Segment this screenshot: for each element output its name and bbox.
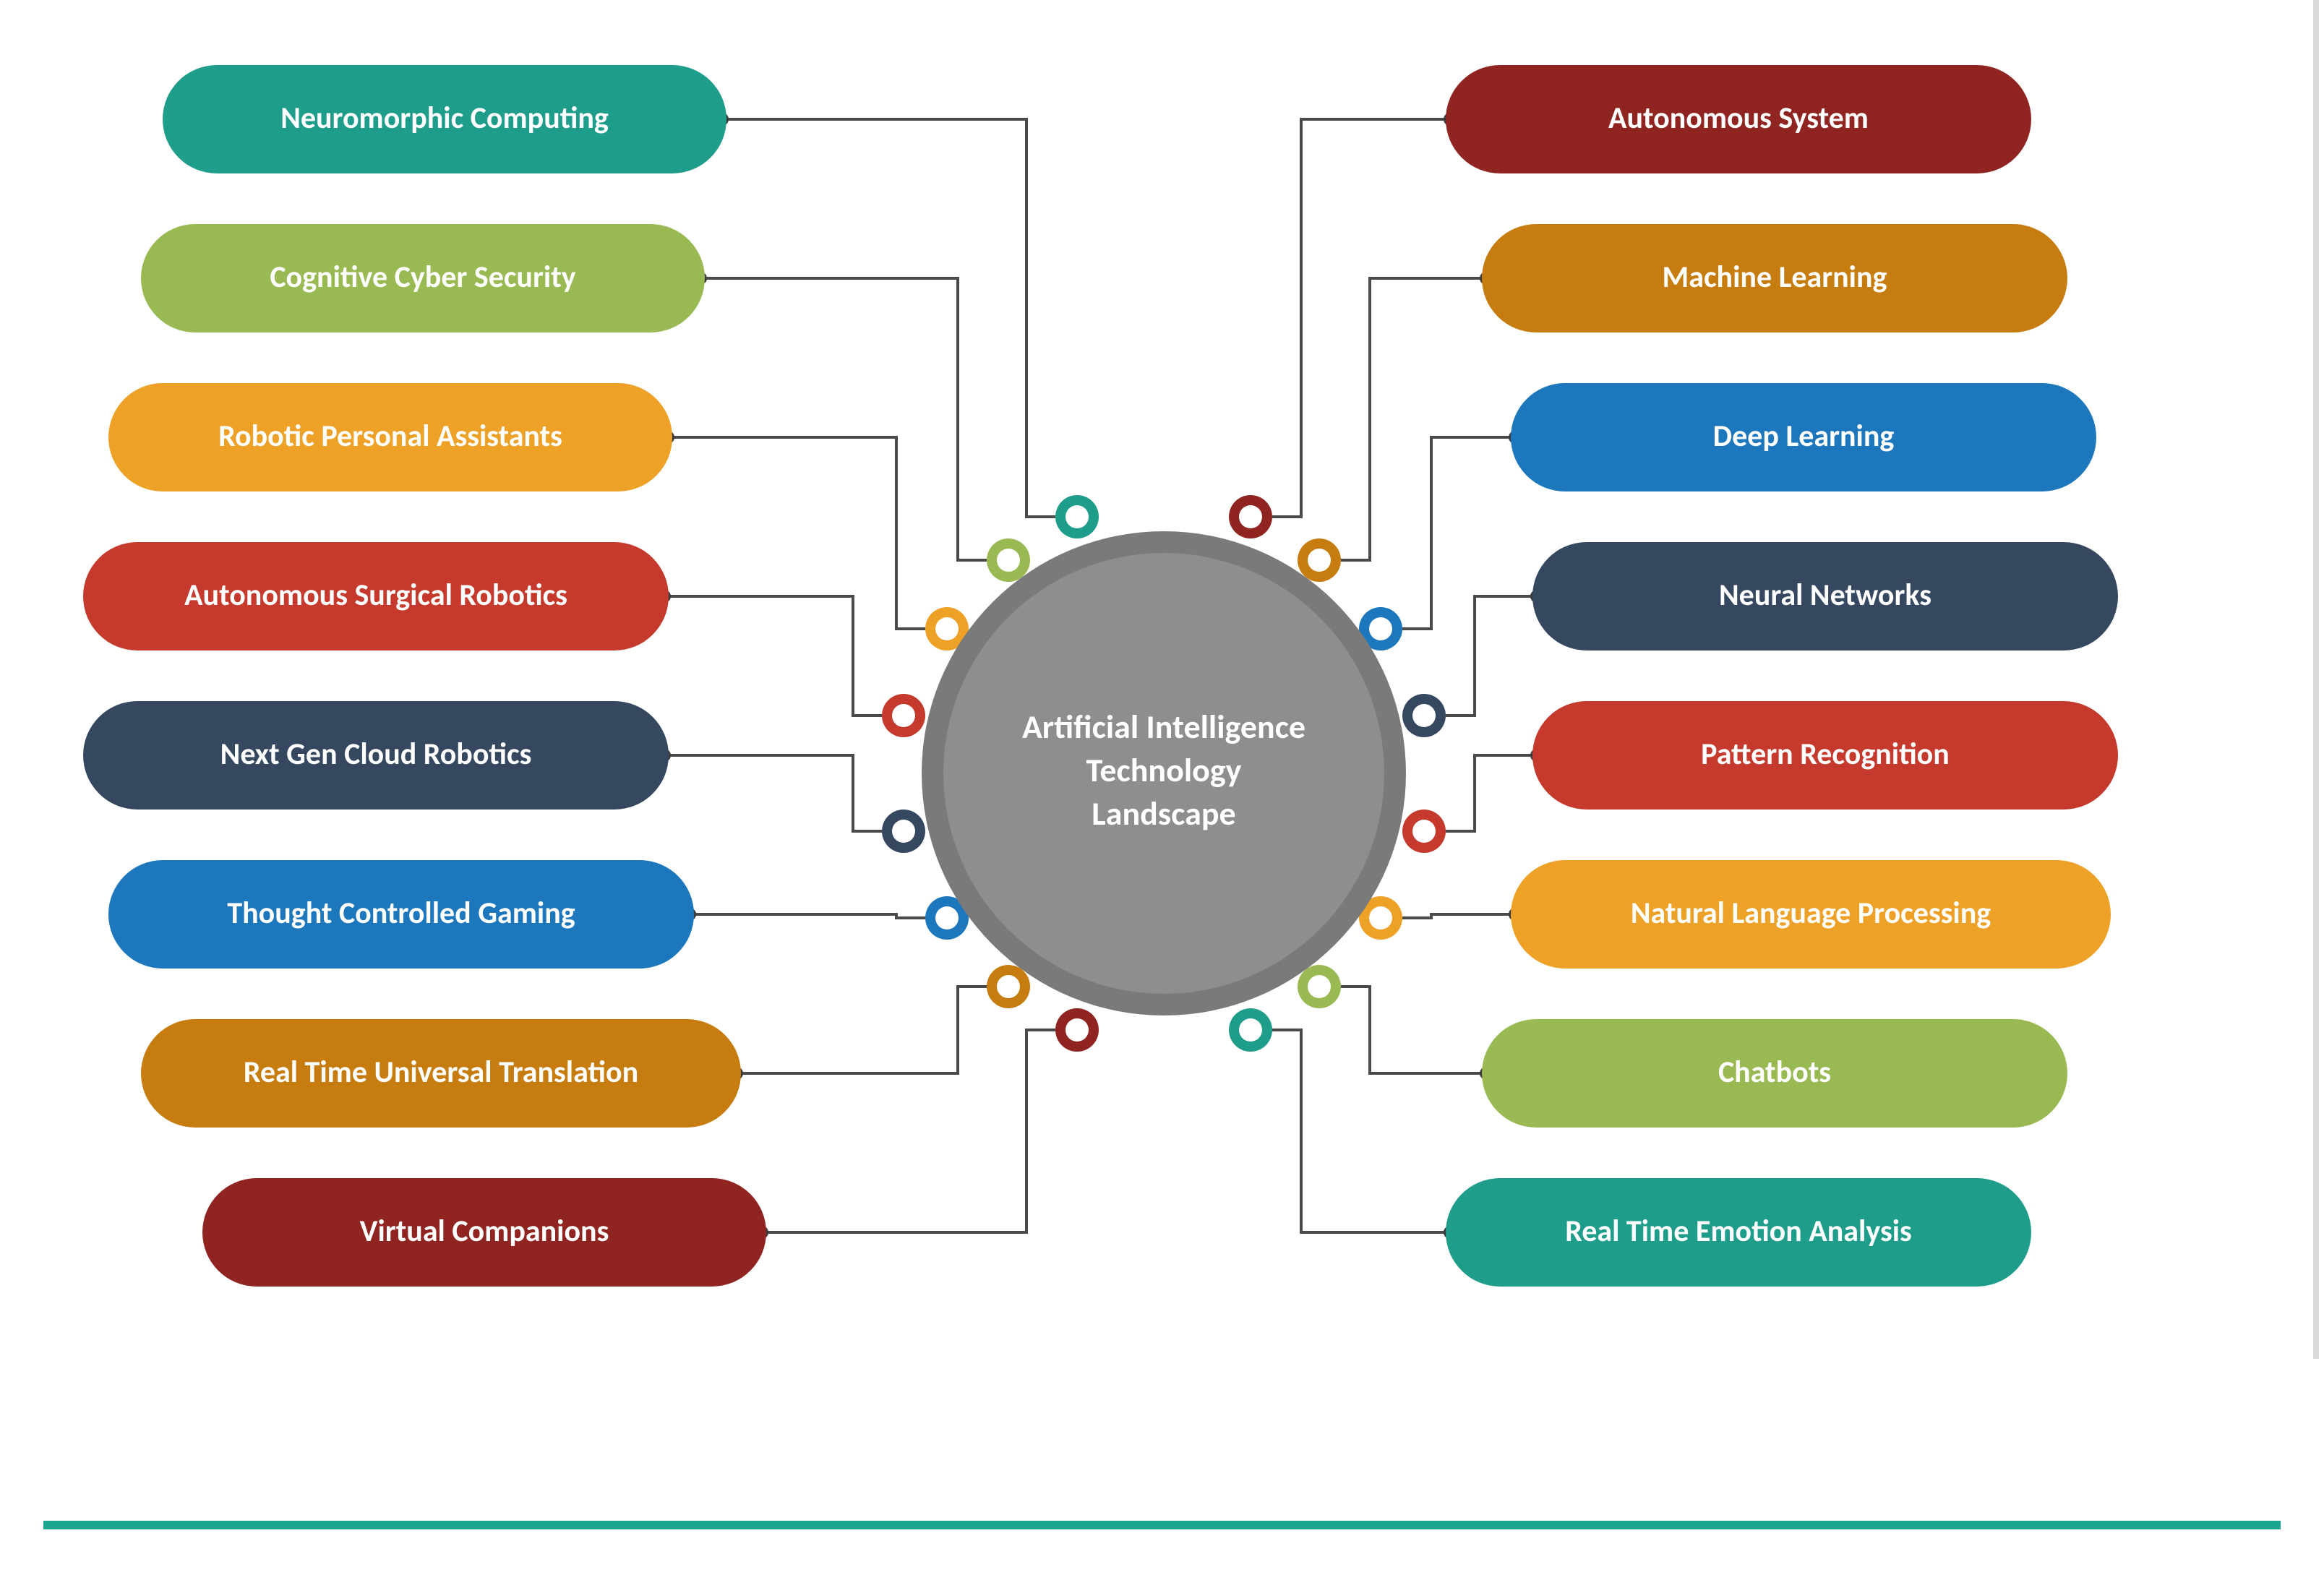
- pill-label-right-1: Machine Learning: [1663, 259, 1887, 296]
- pill-label-left-2: Robotic Personal Assistants: [218, 418, 562, 455]
- pill-left-1: Cognitive Cyber Security: [141, 224, 705, 332]
- hub-ring-hole-right-5: [1369, 906, 1392, 929]
- pill-left-3: Autonomous Surgical Robotics: [83, 542, 669, 650]
- pill-label-left-5: Thought Controlled Gaming: [227, 895, 575, 932]
- hub-title-line-1: Technology: [1086, 750, 1242, 791]
- hub-ring-hole-left-6: [997, 975, 1020, 998]
- footer-rule: [43, 1521, 2281, 1529]
- pill-label-left-6: Real Time Universal Translation: [244, 1054, 638, 1091]
- pill-right-0: Autonomous System: [1446, 65, 2031, 173]
- hub-ring-hole-right-2: [1369, 617, 1392, 640]
- pill-label-right-6: Chatbots: [1718, 1054, 1831, 1091]
- pill-right-6: Chatbots: [1482, 1019, 2067, 1128]
- hub-ring-hole-left-5: [935, 906, 959, 929]
- pill-label-right-7: Real Time Emotion Analysis: [1565, 1213, 1912, 1250]
- hub-ring-hole-right-1: [1308, 549, 1331, 572]
- hub-ring-hole-left-2: [935, 617, 959, 640]
- pill-right-5: Natural Language Processing: [1511, 860, 2111, 969]
- pill-left-2: Robotic Personal Assistants: [108, 383, 672, 491]
- pill-right-2: Deep Learning: [1511, 383, 2096, 491]
- pill-label-left-7: Virtual Companions: [360, 1213, 609, 1250]
- pill-label-right-2: Deep Learning: [1713, 418, 1895, 455]
- pill-left-7: Virtual Companions: [202, 1178, 766, 1287]
- hub-ring-hole-left-4: [892, 820, 915, 843]
- hub-ring-hole-left-1: [997, 549, 1020, 572]
- pill-left-4: Next Gen Cloud Robotics: [83, 701, 669, 810]
- hub-ring-hole-left-3: [892, 704, 915, 727]
- pill-right-3: Neural Networks: [1532, 542, 2118, 650]
- hub-title-line-0: Artificial Intelligence: [1022, 707, 1305, 747]
- pill-label-left-4: Next Gen Cloud Robotics: [220, 736, 532, 773]
- hub-ring-hole-right-3: [1412, 704, 1436, 727]
- hub-ring-hole-right-0: [1239, 505, 1262, 528]
- pill-left-0: Neuromorphic Computing: [163, 65, 726, 173]
- pill-right-4: Pattern Recognition: [1532, 701, 2118, 810]
- hub-ring-hole-right-7: [1239, 1018, 1262, 1042]
- hub-ring-hole-right-4: [1412, 820, 1436, 843]
- hub-ring-hole-left-7: [1065, 1018, 1089, 1042]
- ai-landscape-diagram: Neuromorphic Computing Cognitive Cyber Se…: [0, 0, 2324, 1593]
- pill-label-right-3: Neural Networks: [1719, 577, 1931, 614]
- pill-right-1: Machine Learning: [1482, 224, 2067, 332]
- hub-ring-hole-left-0: [1065, 505, 1089, 528]
- pill-label-left-1: Cognitive Cyber Security: [270, 259, 575, 296]
- pill-label-right-0: Autonomous System: [1608, 100, 1869, 137]
- pill-label-left-0: Neuromorphic Computing: [280, 100, 609, 137]
- pill-label-right-5: Natural Language Processing: [1631, 895, 1991, 932]
- hub-title-line-2: Landscape: [1092, 794, 1235, 834]
- pill-label-right-4: Pattern Recognition: [1701, 736, 1950, 773]
- pill-left-6: Real Time Universal Translation: [141, 1019, 741, 1128]
- pill-label-left-3: Autonomous Surgical Robotics: [184, 577, 567, 614]
- pill-left-5: Thought Controlled Gaming: [108, 860, 694, 969]
- hub-ring-hole-right-6: [1308, 975, 1331, 998]
- pill-right-7: Real Time Emotion Analysis: [1446, 1178, 2031, 1287]
